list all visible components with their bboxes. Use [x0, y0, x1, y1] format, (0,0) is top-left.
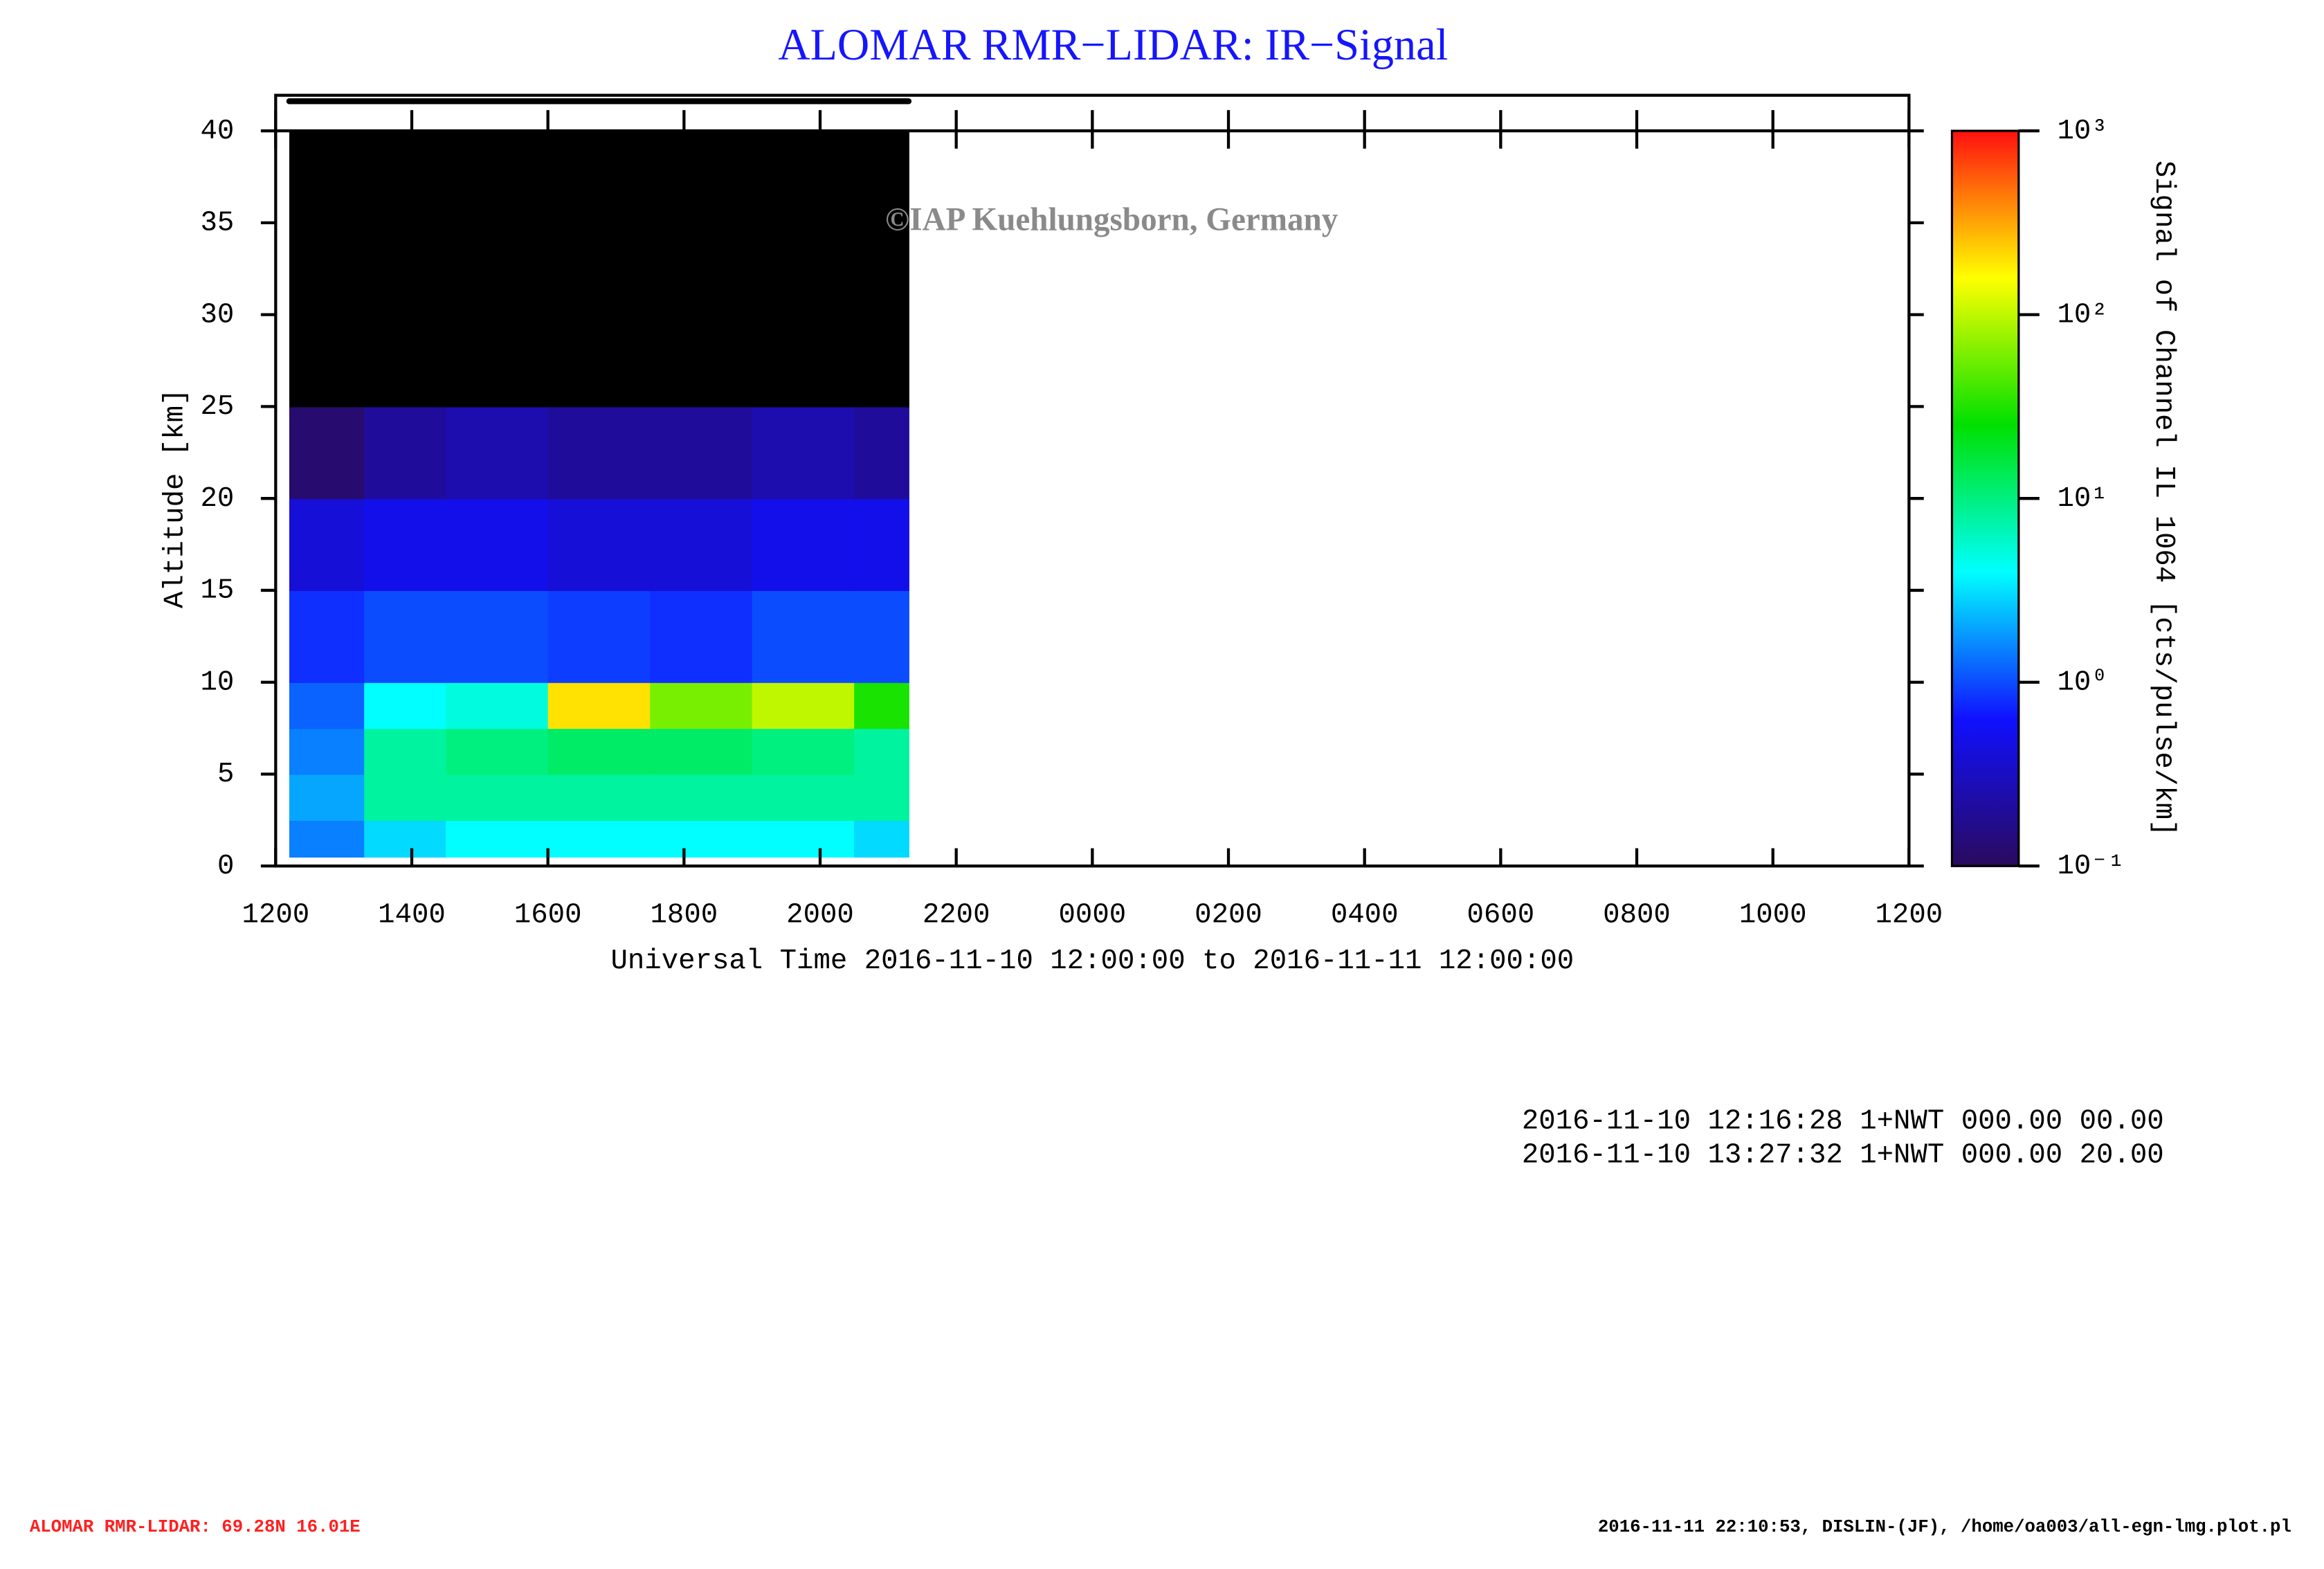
heatmap-cell: [364, 498, 447, 592]
x-tick-label: 1200: [242, 900, 309, 932]
heatmap-cell: [446, 406, 549, 500]
heatmap-cell: [854, 819, 909, 858]
footer-left: ALOMAR RMR-LIDAR: 69.28N 16.01E: [30, 1517, 361, 1537]
heatmap-cell: [752, 728, 855, 775]
colorbar-tick-label: 10⁰: [2058, 666, 2108, 698]
x-tick-label: 1400: [378, 900, 446, 932]
heatmap-cell: [854, 728, 909, 775]
heatmap-cell: [854, 774, 909, 821]
heatmap-cell: [752, 590, 855, 683]
heatmap-cell: [446, 819, 549, 858]
heatmap-cell: [752, 819, 855, 858]
heatmap-cell: [289, 774, 365, 821]
chart-title: ALOMAR RMR−LIDAR: IR−Signal: [778, 20, 1448, 69]
x-tick-label: 0800: [1603, 900, 1671, 932]
x-tick-label: 1600: [514, 900, 582, 932]
heatmap-cell: [446, 131, 549, 408]
colorbar: [1950, 129, 2020, 867]
y-tick-label: 30: [201, 299, 235, 331]
heatmap-cell: [364, 131, 447, 408]
heatmap-cell: [547, 498, 651, 592]
heatmap-cell: [547, 682, 651, 729]
heatmap-cell: [547, 774, 651, 821]
heatmap-cell: [446, 774, 549, 821]
heatmap-cell: [650, 774, 753, 821]
heatmap-cell: [547, 406, 651, 500]
heatmap-cell: [364, 406, 447, 500]
x-axis-label: Universal Time 2016-11-10 12:00:00 to 20…: [610, 945, 1574, 977]
heatmap-cell: [289, 819, 365, 858]
x-tick-label: 0200: [1195, 900, 1262, 932]
y-tick-label: 0: [217, 851, 234, 882]
heatmap-cell: [289, 406, 365, 500]
heatmap-cell: [650, 131, 753, 408]
heatmap-cell: [289, 498, 365, 592]
x-tick-label: 1800: [651, 900, 718, 932]
y-tick-label: 10: [201, 666, 235, 698]
heatmap-cell: [650, 819, 753, 858]
heatmap-cell: [289, 590, 365, 683]
heatmap-cell: [650, 590, 753, 683]
y-tick-label: 40: [201, 116, 235, 147]
colorbar-tick-label: 10²: [2058, 299, 2108, 331]
x-tick-label: 1200: [1876, 900, 1943, 932]
y-tick-label: 15: [201, 575, 235, 607]
heatmap-cell: [752, 682, 855, 729]
heatmap-cell: [364, 590, 447, 683]
x-tick-label: 0400: [1331, 900, 1399, 932]
heatmap-cell: [289, 131, 365, 408]
log-line: 2016-11-10 12:16:28 1+NWT 000.00 00.00: [1522, 1105, 2164, 1137]
heatmap-cell: [854, 498, 909, 592]
colorbar-tick-label: 10³: [2058, 116, 2108, 147]
y-tick-label: 20: [201, 483, 235, 515]
heatmap-cell: [650, 728, 753, 775]
heatmap-cell: [752, 774, 855, 821]
heatmap-cell: [547, 590, 651, 683]
colorbar-label: Signal of Channel IL 1064 [cts/pulse/km]: [2148, 161, 2179, 837]
y-tick-label: 25: [201, 391, 235, 423]
x-tick-label: 1000: [1739, 900, 1807, 932]
heatmap-cell: [854, 131, 909, 408]
heatmap-cell: [289, 728, 365, 775]
x-tick-label: 0600: [1467, 900, 1535, 932]
colorbar-tick-label: 10¹: [2058, 483, 2108, 515]
heatmap-cell: [650, 406, 753, 500]
footer-right: 2016-11-11 22:10:53, DISLIN-(JF), /home/…: [1598, 1517, 2291, 1537]
y-axis-label: Altitude [km]: [159, 388, 191, 608]
heatmap: [289, 131, 909, 858]
log-line: 2016-11-10 13:27:32 1+NWT 000.00 20.00: [1522, 1140, 2164, 1172]
colorbar-tick-label: 10⁻¹: [2058, 851, 2125, 882]
x-tick-label: 2200: [923, 900, 990, 932]
heatmap-cell: [364, 682, 447, 729]
watermark: ©IAP Kuehlungsborn, Germany: [885, 202, 1338, 238]
heatmap-cell: [650, 498, 753, 592]
heatmap-cell: [650, 682, 753, 729]
heatmap-cell: [446, 682, 549, 729]
heatmap-cell: [854, 682, 909, 729]
x-tick-label: 0000: [1059, 900, 1127, 932]
heatmap-cell: [854, 590, 909, 683]
heatmap-cell: [289, 682, 365, 729]
heatmap-cell: [364, 774, 447, 821]
heatmap-cell: [547, 131, 651, 408]
x-tick-label: 2000: [786, 900, 854, 932]
y-tick-label: 35: [201, 208, 235, 239]
heatmap-cell: [446, 728, 549, 775]
y-tick-label: 5: [217, 759, 234, 790]
heatmap-cell: [752, 131, 855, 408]
heatmap-cell: [752, 406, 855, 500]
heatmap-cell: [446, 590, 549, 683]
heatmap-cell: [547, 728, 651, 775]
heatmap-cell: [446, 498, 549, 592]
heatmap-cell: [364, 819, 447, 858]
heatmap-cell: [752, 498, 855, 592]
heatmap-cell: [547, 819, 651, 858]
heatmap-cell: [854, 406, 909, 500]
heatmap-cell: [364, 728, 447, 775]
